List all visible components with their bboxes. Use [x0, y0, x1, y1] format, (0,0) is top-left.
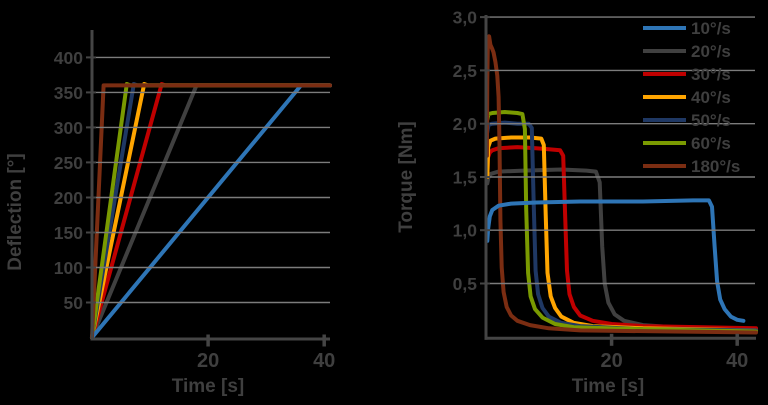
y-tick-label-300: 300: [54, 118, 83, 138]
y-tick-label-250: 250: [54, 153, 83, 173]
y-tick-label-150: 150: [54, 223, 83, 243]
x-tick-label-40: 40: [726, 350, 748, 372]
legend-label-20°/s: 20°/s: [691, 42, 731, 61]
y-tick-label-200: 200: [54, 188, 83, 208]
legend-label-180°/s: 180°/s: [691, 157, 740, 176]
x-tick-label-20: 20: [600, 350, 622, 372]
y-tick-label-0,5: 0,5: [453, 274, 478, 294]
y-tick-label-100: 100: [54, 258, 83, 278]
legend-label-30°/s: 30°/s: [691, 65, 731, 84]
torque-yaxis-title: Torque [Nm]: [396, 121, 417, 233]
y-tick-label-3,0: 3,0: [453, 8, 478, 28]
deflection-chart: 20 40 50 100 150 200 250 300 350 400: [54, 30, 335, 372]
legend-label-10°/s: 10°/s: [691, 19, 731, 38]
legend-label-40°/s: 40°/s: [691, 88, 731, 107]
series-line-180°/s: [90, 83, 332, 340]
legend: 10°/s 20°/s 30°/s 40°/s 50°/s 60°/s 180°/s: [643, 19, 740, 176]
torque-chart: 20 40 0,5 1,0 1,5 2,0 2,5 3,0 10°/s 20°/s 30°/s 40°…: [453, 8, 758, 372]
y-tick-label-400: 400: [54, 48, 83, 68]
series-line-40°/s: [485, 135, 758, 333]
deflection-xaxis-title: Time [s]: [172, 376, 245, 397]
torque-xaxis-title: Time [s]: [572, 376, 645, 397]
y-tick-label-1,5: 1,5: [453, 168, 478, 188]
series-line-180°/s: [484, 34, 758, 335]
deflection-yaxis-title: Deflection [°]: [5, 153, 26, 270]
series-line-20°/s: [485, 167, 758, 332]
x-tick-label-40: 40: [313, 350, 335, 372]
y-tick-label-1,0: 1,0: [453, 221, 478, 241]
series-line-10°/s: [485, 198, 746, 323]
y-tick-label-2,5: 2,5: [453, 61, 478, 81]
y-tick-label-2,0: 2,0: [453, 114, 478, 134]
y-tick-label-50: 50: [64, 293, 84, 313]
legend-label-50°/s: 50°/s: [691, 111, 731, 130]
legend-label-60°/s: 60°/s: [691, 134, 731, 153]
series-line-30°/s: [485, 145, 758, 331]
x-tick-label-20: 20: [197, 350, 219, 372]
y-tick-label-350: 350: [54, 83, 83, 103]
